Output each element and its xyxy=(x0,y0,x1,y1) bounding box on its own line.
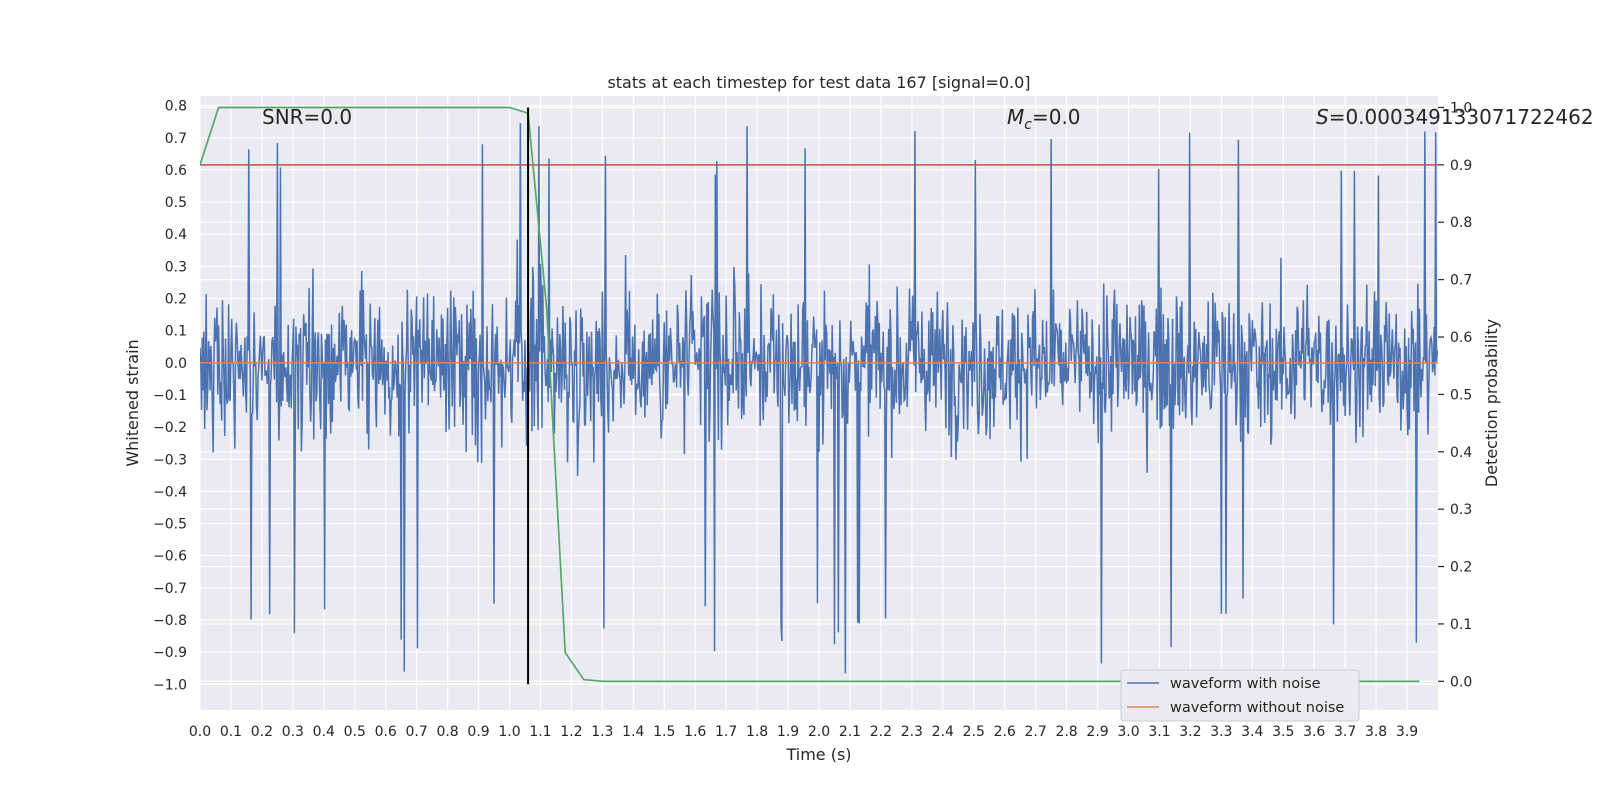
x-tick-label: 2.6 xyxy=(994,724,1016,740)
y-tick-label: 0.2 xyxy=(165,292,187,308)
y-tick-label: 0.4 xyxy=(165,227,187,243)
s-annotation: S=0.000349133071722462 xyxy=(1316,105,1594,129)
chart-title: stats at each timestep for test data 167… xyxy=(607,73,1030,92)
x-tick-label: 2.7 xyxy=(1025,724,1047,740)
y-tick-label: −0.4 xyxy=(153,484,187,500)
grid-right-lines xyxy=(200,106,1438,682)
x-tick-label: 0.7 xyxy=(406,724,428,740)
x-tick-label: 0.6 xyxy=(375,724,397,740)
x-tick-label: 3.0 xyxy=(1117,724,1139,740)
y-axis-label: Whitened strain xyxy=(123,339,142,466)
y-right-tick-label: 0.8 xyxy=(1450,215,1472,231)
y-right-tick-label: 0.7 xyxy=(1450,273,1472,289)
y-tick-label: −0.3 xyxy=(153,452,187,468)
legend-box xyxy=(1120,669,1360,722)
y-tick-label: 0.6 xyxy=(165,163,187,179)
x-tick-label: 3.9 xyxy=(1396,724,1418,740)
y-right-tick-label: 0.0 xyxy=(1450,674,1472,690)
x-tick-label: 1.5 xyxy=(653,724,675,740)
x-tick-label: 0.5 xyxy=(344,724,366,740)
x-tick-label: 3.1 xyxy=(1148,724,1170,740)
x-tick-label: 1.7 xyxy=(715,724,737,740)
x-tick-label: 3.6 xyxy=(1303,724,1325,740)
y-right-tick-label: 0.9 xyxy=(1450,158,1472,174)
y-right-axis-label: Detection probability xyxy=(1482,319,1501,487)
y-right-axis-ticks: 1.0 0.9 0.8 0.7 0.6 0.5 0.4 0.3 0.2 0.1 0.0 xyxy=(1438,100,1472,690)
chirp-mass-subscript: c xyxy=(1024,117,1032,133)
x-tick-label: 3.4 xyxy=(1241,724,1263,740)
x-tick-label: 2.2 xyxy=(870,724,892,740)
x-tick-label: 1.9 xyxy=(777,724,799,740)
x-tick-label: 1.3 xyxy=(591,724,613,740)
x-tick-label: 0.9 xyxy=(467,724,489,740)
y-right-tick-label: 0.6 xyxy=(1450,330,1472,346)
x-tick-label: 3.2 xyxy=(1179,724,1201,740)
series-detection-probability xyxy=(200,106,1420,683)
x-tick-label: 2.0 xyxy=(808,724,830,740)
y-tick-label: 0.5 xyxy=(165,195,187,211)
x-tick-label: 0.0 xyxy=(189,724,211,740)
x-tick-label: 1.6 xyxy=(684,724,706,740)
x-tick-label: 1.1 xyxy=(529,724,551,740)
y-tick-label: 0.3 xyxy=(165,259,187,275)
snr-annotation: SNR=0.0 xyxy=(262,105,352,129)
y-tick-label: 0.0 xyxy=(165,356,187,372)
x-tick-label: 2.8 xyxy=(1055,724,1077,740)
x-tick-label: 1.4 xyxy=(622,724,644,740)
x-tick-label: 3.5 xyxy=(1272,724,1294,740)
y-tick-label: 0.7 xyxy=(165,131,187,147)
y-tick-label: −0.5 xyxy=(153,517,187,533)
y-tick-label: −0.7 xyxy=(153,581,187,597)
x-axis-label: Time (s) xyxy=(785,745,851,764)
y-tick-label: −0.8 xyxy=(153,613,187,629)
s-value: =0.000349133071722462 xyxy=(1329,105,1594,129)
y-right-tick-label: 0.5 xyxy=(1450,387,1472,403)
x-tick-label: 2.5 xyxy=(963,724,985,740)
x-tick-label: 3.3 xyxy=(1210,724,1232,740)
chirp-mass-value: =0.0 xyxy=(1032,105,1081,129)
x-tick-label: 0.2 xyxy=(251,724,273,740)
x-tick-label: 1.8 xyxy=(746,724,768,740)
x-tick-label: 1.0 xyxy=(498,724,520,740)
chirp-mass-annotation: Mc=0.0 xyxy=(1007,105,1081,133)
x-tick-label: 2.9 xyxy=(1086,724,1108,740)
x-tick-label: 3.8 xyxy=(1365,724,1387,740)
x-tick-label: 0.4 xyxy=(313,724,335,740)
x-tick-label: 3.7 xyxy=(1334,724,1356,740)
legend: waveform with noise waveform without noi… xyxy=(1120,669,1360,722)
y-right-tick-label: 0.1 xyxy=(1450,617,1472,633)
series-waveform-with-noise xyxy=(200,123,1438,674)
y-tick-label: −0.9 xyxy=(153,645,187,661)
x-tick-label: 0.8 xyxy=(436,724,458,740)
y-tick-label: 0.1 xyxy=(165,324,187,340)
legend-label-clean: waveform without noise xyxy=(1170,700,1344,716)
y-axis-ticks: 0.8 0.7 0.6 0.5 0.4 0.3 0.2 0.1 0.0 −0.1 −0.2 −0.3 −… xyxy=(153,99,187,694)
x-tick-label: 1.2 xyxy=(560,724,582,740)
y-right-tick-label: 0.4 xyxy=(1450,445,1472,461)
s-symbol: S xyxy=(1316,105,1329,129)
x-tick-label: 2.1 xyxy=(839,724,861,740)
y-tick-label: −0.1 xyxy=(153,388,187,404)
x-tick-label: 2.3 xyxy=(901,724,923,740)
y-tick-label: −1.0 xyxy=(153,677,187,693)
x-tick-label: 0.1 xyxy=(220,724,242,740)
y-right-tick-label: 0.2 xyxy=(1450,560,1472,576)
y-right-tick-label: 0.3 xyxy=(1450,502,1472,518)
y-right-tick-label: 1.0 xyxy=(1450,100,1472,116)
chirp-mass-symbol: M xyxy=(1007,105,1024,129)
y-tick-label: 0.8 xyxy=(165,99,187,115)
x-axis-ticks: 0.0 0.1 0.2 0.3 0.4 0.5 0.6 0.7 0.8 0.9 1.0 1.1 1.2 1… xyxy=(189,724,1418,740)
y-tick-label: −0.6 xyxy=(153,549,187,565)
x-tick-label: 2.4 xyxy=(932,724,954,740)
x-tick-label: 0.3 xyxy=(282,724,304,740)
y-tick-label: −0.2 xyxy=(153,420,187,436)
legend-label-noise: waveform with noise xyxy=(1170,676,1321,692)
